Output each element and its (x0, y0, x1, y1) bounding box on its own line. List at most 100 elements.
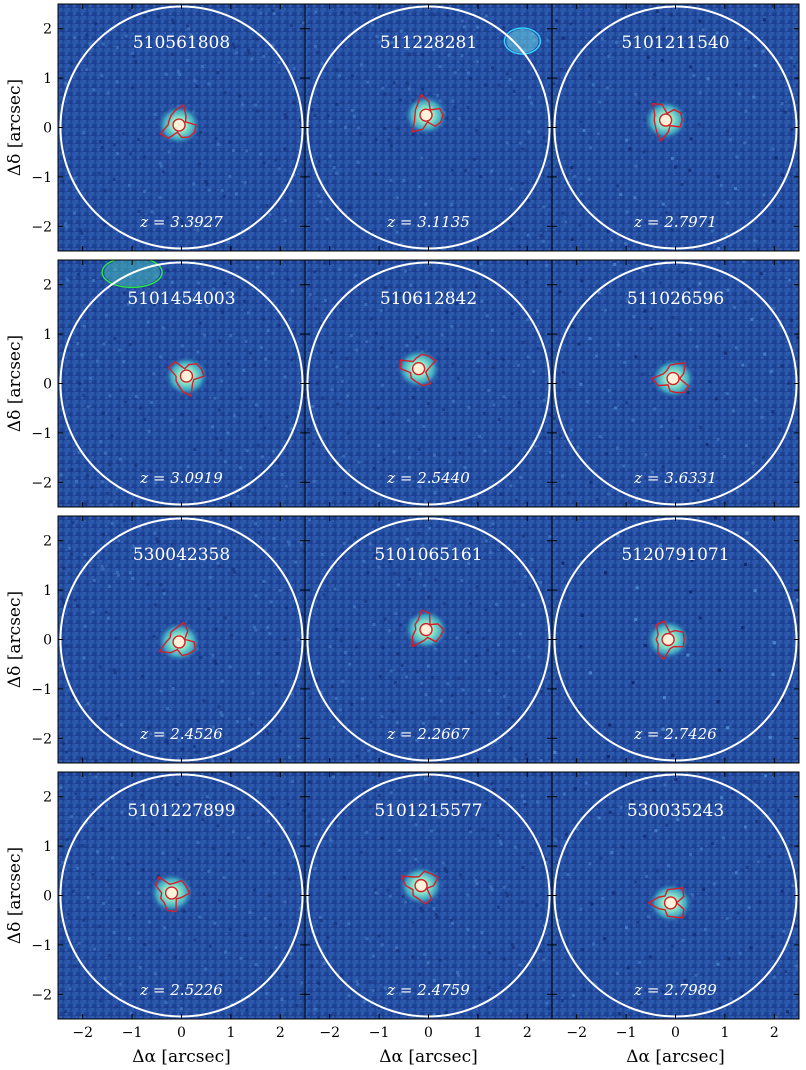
x-tick-label: −2 (72, 1025, 93, 1041)
y-tick-label: −1 (31, 170, 52, 186)
x-axis-label: Δα [arcsec] (626, 1047, 725, 1067)
x-axis-label: Δα [arcsec] (132, 1047, 231, 1067)
redshift-label: z = 2.7426 (633, 725, 717, 743)
object-id-label: 510561808 (133, 33, 230, 53)
redshift-label: z = 3.6331 (633, 469, 717, 487)
x-axis-label: Δα [arcsec] (379, 1047, 478, 1067)
y-tick-label: −2 (31, 987, 52, 1003)
y-axis-label: Δδ [arcsec] (5, 79, 25, 176)
y-tick-label: −1 (31, 682, 52, 698)
y-tick-label: 0 (43, 121, 52, 137)
redshift-label: z = 2.2667 (386, 725, 470, 743)
x-tick-label: 1 (226, 1025, 235, 1041)
y-tick-label: 0 (43, 377, 52, 393)
image-panel: 5101227899 z = 2.5226 (57, 771, 306, 1020)
x-tick-label: 2 (770, 1025, 779, 1041)
x-tick-label: 1 (473, 1025, 482, 1041)
y-tick-label: −2 (31, 219, 52, 235)
object-id-label: 5101211540 (621, 33, 729, 53)
source-marker (172, 635, 186, 649)
object-id-label: 511026596 (627, 289, 724, 309)
image-panel: 511026596 z = 3.6331 (551, 259, 800, 508)
source-marker (414, 878, 428, 893)
image-panel: 5101065161 z = 2.2667 (304, 515, 553, 764)
redshift-label: z = 2.4759 (386, 981, 470, 999)
source-marker (661, 632, 675, 647)
x-tick-label: 1 (720, 1025, 729, 1041)
source-contour (647, 887, 685, 919)
image-panel: 5101211540 z = 2.7971 (551, 3, 800, 252)
source-contour (399, 353, 437, 387)
image-panel: 510612842 z = 2.5440 (304, 259, 553, 508)
source-marker (658, 113, 673, 127)
source-marker (172, 118, 186, 132)
source-contour (411, 93, 444, 133)
source-contour (651, 103, 683, 143)
redshift-label: z = 2.7989 (633, 981, 717, 999)
y-tick-label: 1 (43, 583, 52, 599)
redshift-label: z = 2.5226 (139, 981, 223, 999)
object-id-label: 5120791071 (621, 545, 729, 565)
object-id-label: 530035243 (627, 801, 724, 821)
y-tick-label: 2 (43, 278, 52, 294)
x-tick-label: −1 (369, 1025, 390, 1041)
neighbour-contour (101, 260, 163, 289)
object-id-label: 5101215577 (374, 801, 482, 821)
object-id-label: 511228281 (380, 33, 477, 53)
y-tick-label: −2 (31, 731, 52, 747)
redshift-label: z = 2.5440 (386, 469, 470, 487)
image-panel: 530042358 z = 2.4526 (57, 515, 306, 764)
source-marker (666, 371, 680, 386)
neighbour-contour (503, 27, 542, 55)
source-contour (655, 620, 685, 661)
y-tick-label: 0 (43, 633, 52, 649)
source-marker (411, 361, 426, 376)
image-panel: 5101454003 z = 3.0919 (57, 259, 306, 508)
y-tick-label: 1 (43, 327, 52, 343)
y-tick-label: 2 (43, 22, 52, 38)
source-contour (167, 360, 205, 398)
source-contour (158, 621, 197, 657)
y-axis-label: Δδ [arcsec] (5, 335, 25, 432)
image-panel: 5120791071 z = 2.7426 (551, 515, 800, 764)
y-axis-label: Δδ [arcsec] (5, 847, 25, 944)
source-marker (164, 886, 179, 900)
source-contour (155, 875, 191, 913)
redshift-label: z = 3.0919 (139, 469, 223, 487)
y-tick-label: −2 (31, 475, 52, 491)
object-id-label: 530042358 (133, 545, 230, 565)
source-marker (179, 369, 194, 383)
source-contour (400, 870, 440, 905)
source-marker (419, 622, 433, 637)
redshift-label: z = 3.3927 (139, 213, 223, 231)
x-tick-label: 2 (523, 1025, 532, 1041)
image-panel: 5101215577 z = 2.4759 (304, 771, 553, 1020)
object-id-label: 5101227899 (127, 801, 235, 821)
object-id-label: 5101065161 (374, 545, 482, 565)
y-tick-label: 1 (43, 71, 52, 87)
y-tick-label: −1 (31, 938, 52, 954)
source-contour (159, 103, 197, 140)
y-tick-label: 1 (43, 839, 52, 855)
source-contour (411, 609, 445, 648)
source-marker (419, 108, 433, 122)
y-axis-label: Δδ [arcsec] (5, 591, 25, 688)
x-tick-label: 0 (671, 1025, 680, 1041)
x-tick-label: −1 (122, 1025, 143, 1041)
x-tick-label: 0 (424, 1025, 433, 1041)
y-tick-label: 2 (43, 790, 52, 806)
object-id-label: 510612842 (380, 289, 477, 309)
source-marker (663, 896, 678, 910)
image-panel: 510561808 z = 3.3927 (57, 3, 306, 252)
image-panel: 530035243 z = 2.7989 (551, 771, 800, 1020)
redshift-label: z = 2.4526 (139, 725, 223, 743)
y-tick-label: −1 (31, 426, 52, 442)
redshift-label: z = 3.1135 (386, 213, 470, 231)
x-tick-label: 0 (177, 1025, 186, 1041)
y-tick-label: 0 (43, 889, 52, 905)
y-tick-label: 2 (43, 534, 52, 550)
x-tick-label: −1 (616, 1025, 637, 1041)
image-panel: 511228281 z = 3.1135 (304, 3, 553, 252)
x-tick-label: −2 (319, 1025, 340, 1041)
